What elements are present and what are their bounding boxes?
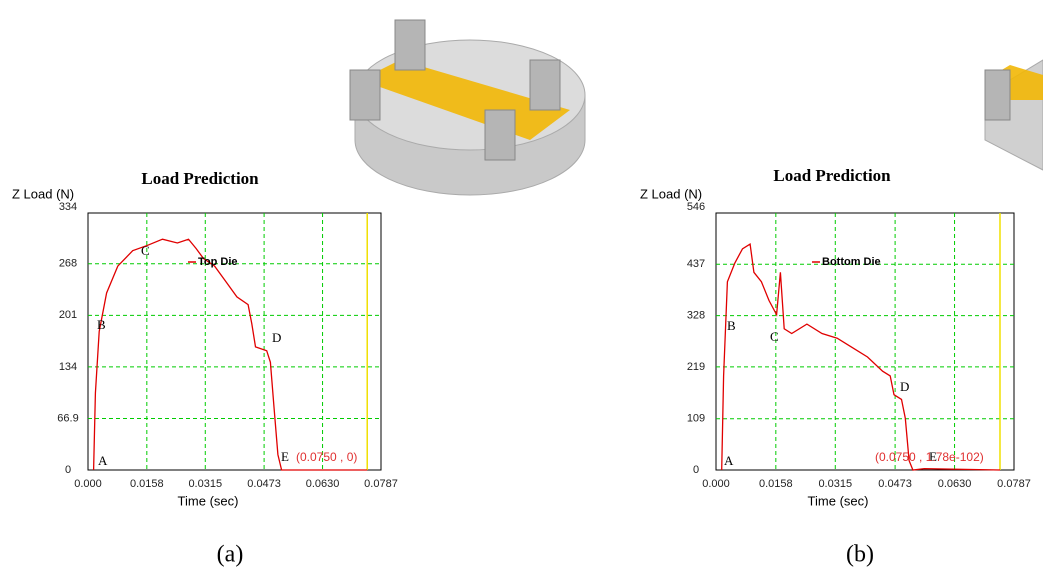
point-label: B [97,317,106,332]
y-tick-label: 109 [687,413,705,425]
point-label: E [281,449,289,464]
x-tick-label: 0.0158 [759,478,793,490]
x-tick-label: 0.000 [702,478,730,490]
x-tick-label: 0.0787 [364,478,398,490]
x-tick-label: 0.0315 [818,478,852,490]
x-tick-label: 0.0158 [130,478,164,490]
point-label: A [724,453,734,468]
x-tick-label: 0.0630 [938,478,972,490]
point-label: C [141,243,150,258]
caption: (a) [217,542,244,568]
point-label: C [770,329,779,344]
point-label: B [727,318,736,333]
x-tick-label: 0.000 [74,478,102,490]
model-b [985,60,1043,170]
cursor-label: (0.0750 , 0) [296,450,357,464]
point-label: D [900,379,909,394]
y-tick-label: 268 [59,258,77,270]
y-tick-label: 219 [687,361,705,373]
y-tick-label: 0 [693,464,699,476]
x-tick-label: 0.0787 [997,478,1031,490]
cursor-label: (0.0750 , 1.78e-102) [875,450,984,464]
x-tick-label: 0.0473 [878,478,912,490]
model-a [350,20,585,195]
x-axis-label: Time (sec) [808,493,869,508]
figure: 0.000 0.0158 0.0315 0.0473 0.0630 0.0787 0 66.9… [0,0,1043,576]
point-label: A [98,453,108,468]
x-tick-label: 0.0473 [247,478,281,490]
chart-title: Load Prediction [773,166,891,185]
y-tick-label: 546 [687,201,705,213]
y-tick-label: 0 [65,464,71,476]
plot-area [716,213,1014,470]
x-tick-label: 0.0315 [188,478,222,490]
point-label: D [272,330,281,345]
page: {"chart_data": [ {"type": "line", "title… [0,0,1043,576]
y-tick-label: 201 [59,309,77,321]
y-axis-label: Z Load (N) [12,186,74,201]
legend-label: Top Die [198,256,238,268]
y-tick-label: 437 [687,258,705,270]
y-tick-label: 66.9 [57,412,78,424]
caption: (b) [846,542,874,568]
y-tick-label: 334 [59,201,77,213]
x-tick-label: 0.0630 [306,478,340,490]
y-tick-label: 328 [687,310,705,322]
chart-title: Load Prediction [141,169,259,188]
y-axis-label: Z Load (N) [640,186,702,201]
x-axis-label: Time (sec) [178,493,239,508]
y-tick-label: 134 [59,361,77,373]
legend-label: Bottom Die [822,256,881,268]
